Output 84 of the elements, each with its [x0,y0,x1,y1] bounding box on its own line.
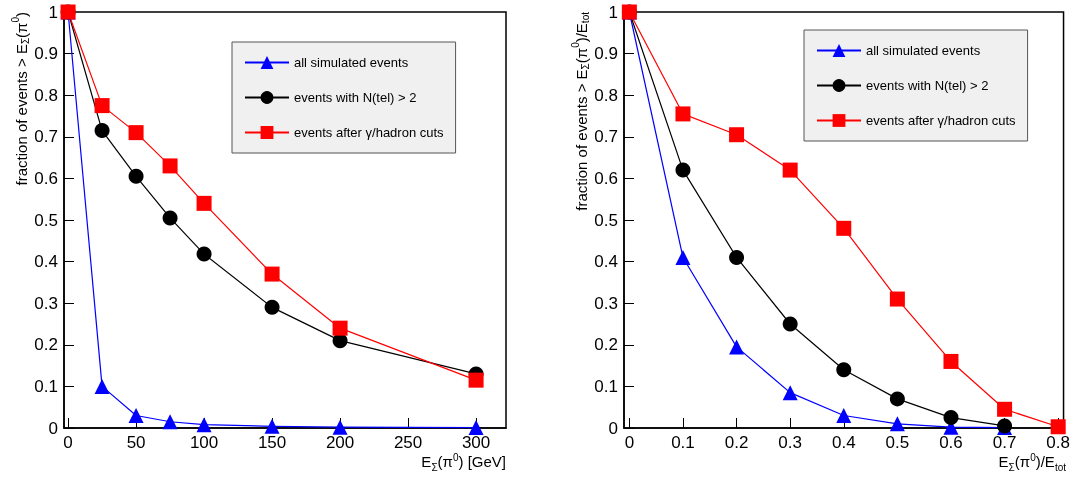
point [468,420,484,436]
y-tick-label: 1 [608,2,618,22]
legend-label: events with N(tel) > 2 [294,90,417,105]
point [94,123,110,139]
y-tick-label: 0.3 [594,293,618,313]
y-tick-label: 0.3 [34,293,58,313]
y-tick-label: 0 [48,418,58,438]
legend-label: all simulated events [294,55,409,70]
point [264,266,280,282]
point [162,414,178,430]
point [675,162,691,178]
x-tick-label: 250 [393,433,423,452]
x-tick-label: 0.7 [992,433,1017,452]
point [889,416,905,432]
y-tick-label: 0.9 [594,44,618,64]
point [943,410,959,426]
point [332,320,348,336]
x-axis-title: E$_{Σ}$(π$^{0}$)/E$_{tot}$ [998,452,1066,473]
y-tick-label: 0.8 [594,85,618,105]
x-tick-label: 300 [461,433,491,452]
point [162,158,178,174]
x-tick-label: 0 [63,433,73,452]
point [196,246,212,262]
point [162,210,178,226]
point [782,162,798,178]
y-tick-label: 0.5 [34,210,58,230]
point [943,353,959,369]
point [782,316,798,332]
point [196,417,212,433]
y-tick-label: 0.5 [594,210,618,230]
point [729,339,745,355]
x-tick-label: 100 [189,433,219,452]
point [332,419,348,435]
point [196,195,212,211]
legend-label: events after γ/hadron cuts [866,113,1017,128]
point [264,299,280,315]
point [889,291,905,307]
y-tick-label: 0.6 [594,168,618,188]
y-tick-label: 0.2 [34,335,58,355]
point [889,391,905,407]
point [128,125,144,141]
y-tick-label: 0.4 [594,252,618,272]
x-tick-label: 0.5 [885,433,910,452]
point [675,106,691,122]
x-tick-label: 0.1 [671,433,695,452]
point [782,385,798,401]
point [729,127,745,143]
point [128,408,144,424]
y-tick-label: 0.7 [34,127,58,147]
x-tick-label: 0 [624,433,635,452]
point [675,249,691,265]
y-tick-label: 1 [48,2,58,22]
x-tick-label: 0.8 [1046,433,1070,452]
x-tick-label: 200 [325,433,355,452]
point [729,249,745,265]
x-tick-label: 0.3 [778,433,802,452]
x-tick-label: 150 [257,433,287,452]
y-tick-label: 0.8 [34,85,58,105]
x-tick-label: 0.6 [939,433,963,452]
point [836,362,852,378]
point [836,408,852,424]
point [997,401,1013,417]
y-tick-label: 0.1 [34,376,58,396]
y-tick-label: 0.7 [594,127,618,147]
y-tick-label: 0.1 [594,376,618,396]
legend-label: all simulated events [866,43,981,58]
point [468,372,484,388]
point [94,98,110,114]
point [94,378,110,394]
legend-label: events after γ/hadron cuts [294,125,445,140]
legend-label: events with N(tel) > 2 [866,78,989,93]
y-tick-label: 0 [608,418,618,438]
y-tick-label: 0.2 [594,335,618,355]
y-tick-label: 0.9 [34,44,58,64]
x-tick-label: 50 [126,433,146,452]
x-tick-label: 0.2 [724,433,749,452]
y-tick-label: 0.6 [34,168,58,188]
point [128,168,144,184]
point [836,220,852,236]
x-axis-title: E$_{Σ}$(π$^{0}$) [GeV] [421,452,506,473]
y-tick-label: 0.4 [34,252,58,272]
point [264,418,280,434]
point [1050,419,1066,435]
x-tick-label: 0.4 [831,433,856,452]
